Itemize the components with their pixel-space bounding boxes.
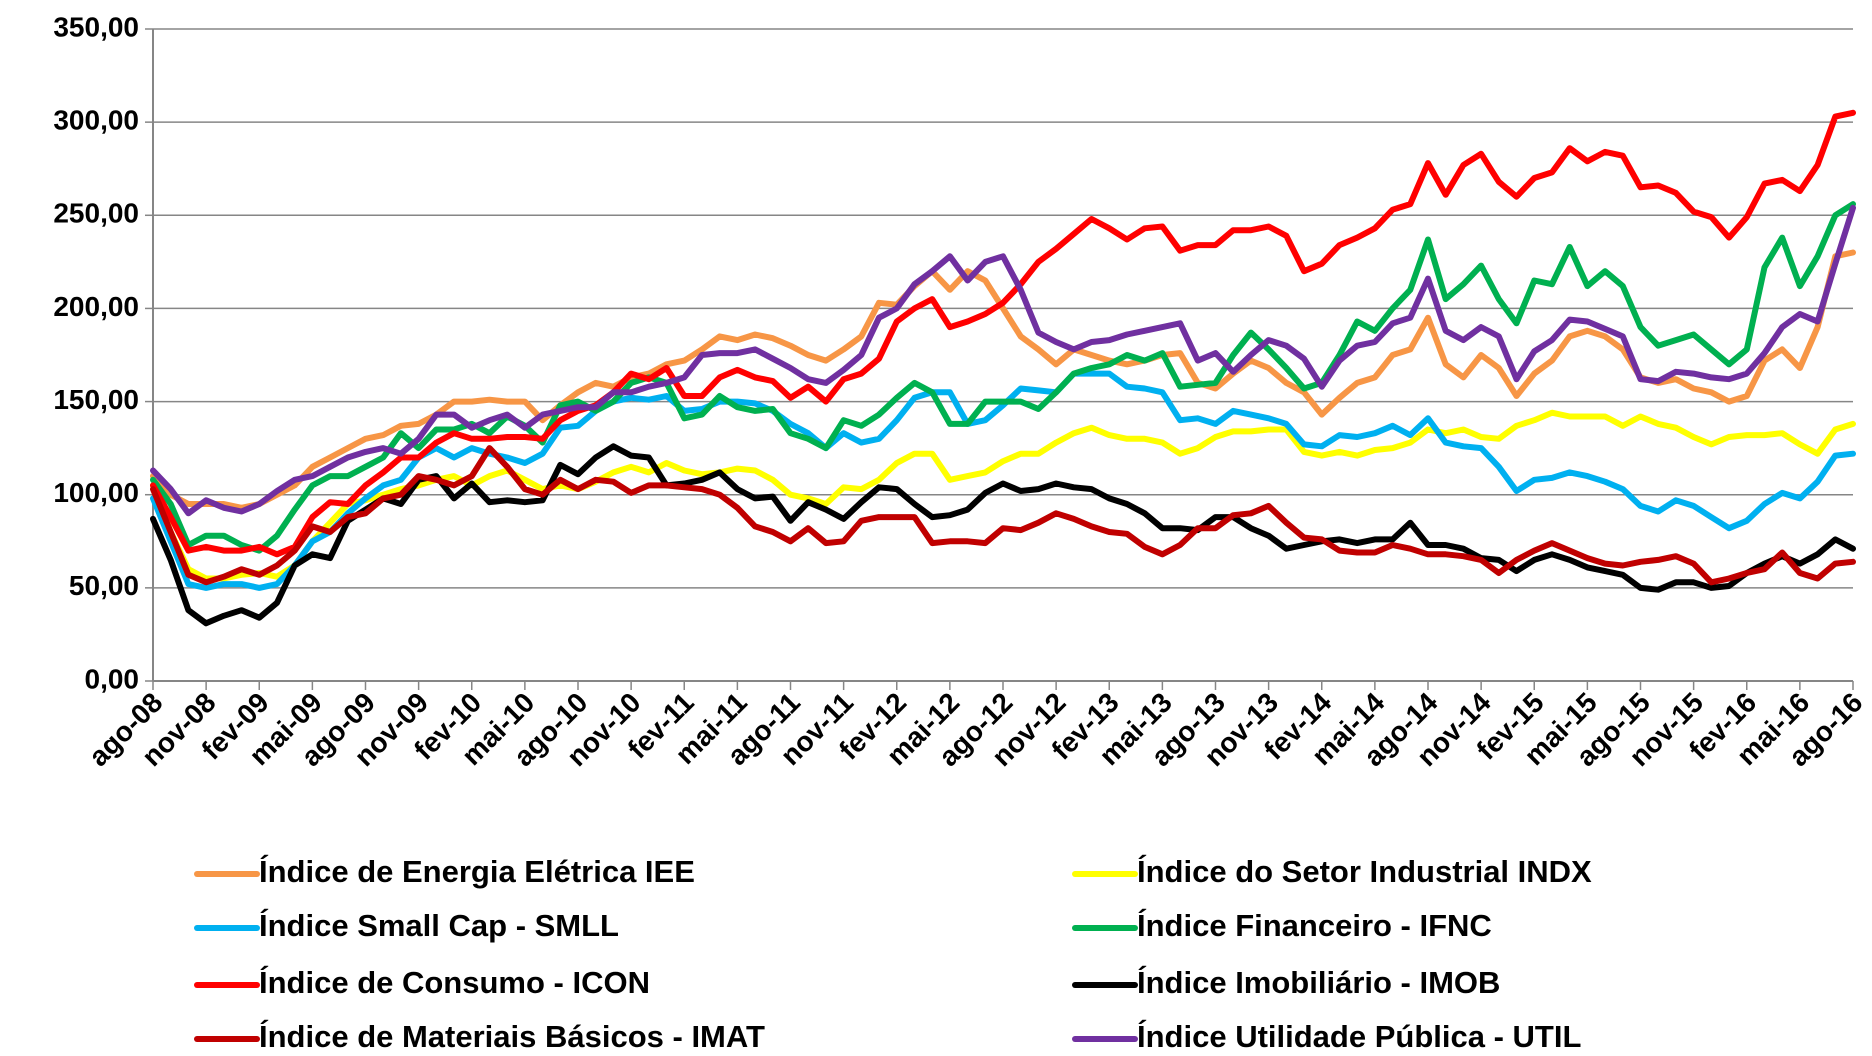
legend-label: Índice de Materiais Básicos - IMAT — [259, 1019, 765, 1054]
y-tick-label: 100,00 — [53, 477, 139, 508]
legend-label: Índice Utilidade Pública - UTIL — [1137, 1019, 1581, 1054]
legend-label: Índice de Consumo - ICON — [259, 965, 650, 1000]
legend-label: Índice do Setor Industrial INDX — [1137, 854, 1592, 889]
legend-label: Índice Financeiro - IFNC — [1137, 908, 1492, 943]
series-line — [150, 443, 1856, 627]
series-line — [150, 204, 1856, 517]
y-tick-label: 150,00 — [53, 384, 139, 415]
y-tick-label: 250,00 — [53, 198, 139, 229]
y-tick-label: 50,00 — [69, 570, 139, 601]
legend-label: Índice Imobiliário - IMOB — [1137, 965, 1500, 1000]
y-tick-label: 200,00 — [53, 291, 139, 322]
y-tick-label: 0,00 — [85, 663, 140, 694]
y-tick-label: 300,00 — [53, 105, 139, 136]
y-tick-label: 350,00 — [53, 11, 139, 42]
series-line — [150, 370, 1856, 591]
series-line — [150, 445, 1856, 586]
legend-label: Índice Small Cap - SMLL — [259, 908, 619, 943]
series-line — [150, 109, 1856, 558]
series-line — [150, 201, 1856, 554]
legend-label: Índice de Energia Elétrica IEE — [259, 854, 695, 889]
